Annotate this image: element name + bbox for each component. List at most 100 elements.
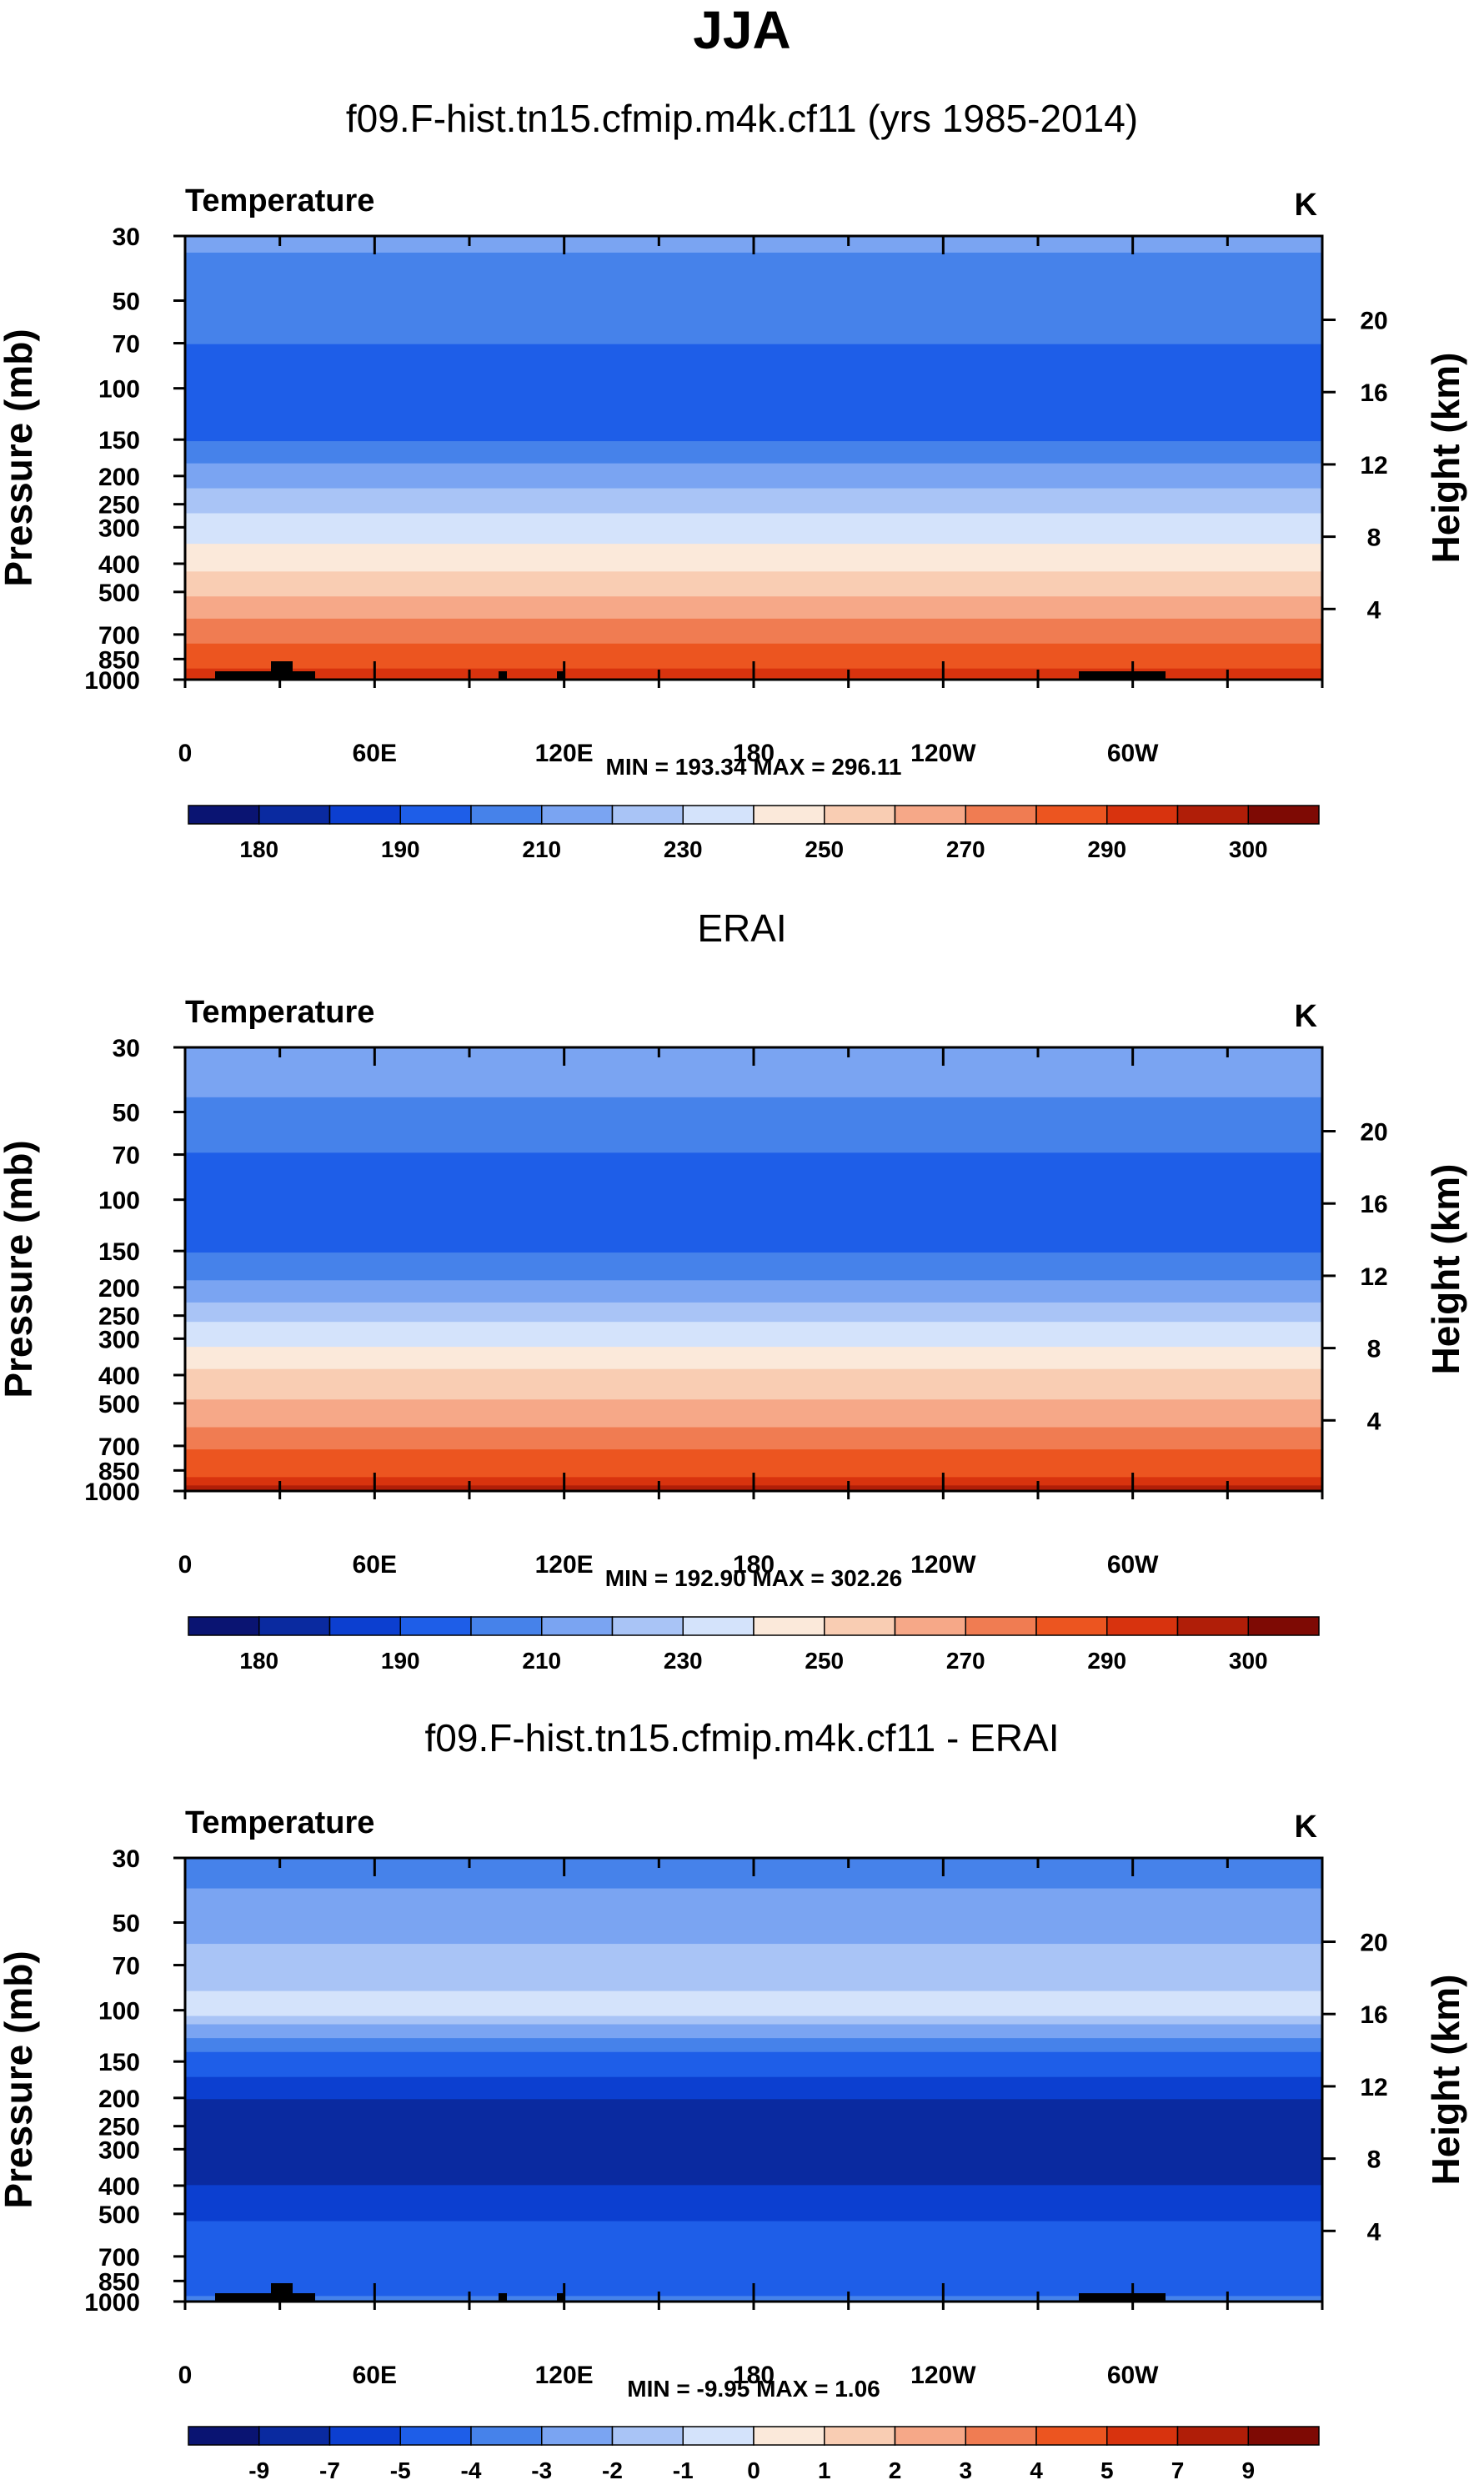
contour-band (185, 2185, 1322, 2222)
x-tick-label: 60E (353, 2362, 397, 2389)
contour-band (185, 2099, 1322, 2186)
y-tick-label: 70 (113, 1142, 140, 1170)
colorbar-box (1035, 1616, 1108, 1636)
contour-band (185, 544, 1322, 572)
colorbar-box (470, 1616, 543, 1636)
contour-band (185, 441, 1322, 464)
colorbar-label: 7 (1171, 2457, 1185, 2481)
y-axis-title: Pressure (mb) (0, 1140, 40, 1398)
x-tick-label: 180 (733, 2362, 775, 2389)
contour-field (185, 236, 1322, 680)
contour-band (185, 513, 1322, 545)
y-tick-label: 300 (98, 2136, 140, 2164)
terrain-block (499, 671, 507, 680)
height-tick-label: 12 (1360, 2074, 1387, 2101)
colorbar-label: 300 (1229, 1648, 1268, 1674)
colorbar-box (1106, 805, 1179, 825)
colorbar-box (258, 805, 331, 825)
min-max-label: MIN = -9.95 MAX = 1.06 (627, 2376, 880, 2402)
contour-band (185, 1944, 1322, 1992)
y-tick-label: 700 (98, 1433, 140, 1461)
x-tick-label: 0 (178, 740, 193, 767)
colorbar-box (258, 2426, 331, 2446)
figure-title: JJA (693, 0, 790, 60)
height-tick-label: 12 (1360, 1263, 1387, 1291)
units-label: K (1295, 999, 1318, 1034)
x-tick-label: 0 (178, 1551, 193, 1579)
colorbar-box (682, 805, 755, 825)
contour-band (185, 2016, 1322, 2026)
colorbar-label: -3 (531, 2457, 552, 2481)
contour-band (185, 1280, 1322, 1303)
x-tick-label: 120E (535, 2362, 594, 2389)
units-label: K (1295, 188, 1318, 223)
height-tick-label: 20 (1360, 1930, 1387, 1957)
y-tick-label: 200 (98, 1275, 140, 1303)
y-tick-label: 30 (113, 1845, 140, 1873)
height-tick-label: 4 (1367, 1408, 1381, 1435)
y-tick-label: 200 (98, 2086, 140, 2113)
colorbar-box (682, 1616, 755, 1636)
y-tick-label: 50 (113, 1910, 140, 1938)
y-tick-label: 300 (98, 1326, 140, 1353)
colorbar-box (753, 1616, 825, 1636)
y-tick-label: 250 (98, 1303, 140, 1331)
colorbar-label: 3 (959, 2457, 972, 2481)
y-tick-label: 30 (113, 1035, 140, 1062)
panel-title: ERAI (697, 906, 786, 950)
y-tick-label: 30 (113, 223, 140, 251)
colorbar-box (1176, 1616, 1249, 1636)
colorbar-label: 210 (522, 1648, 561, 1674)
contour-band (185, 1322, 1322, 1348)
contour-band (185, 2076, 1322, 2100)
colorbar-box (753, 2426, 825, 2446)
colorbar-box (894, 805, 966, 825)
height-tick-label: 16 (1360, 1191, 1387, 1218)
height-tick-label: 4 (1367, 596, 1381, 624)
y-tick-label: 70 (113, 1953, 140, 1980)
colorbar-label: 0 (747, 2457, 760, 2481)
colorbar-box (1176, 2426, 1249, 2446)
y-tick-label: 1000 (84, 667, 140, 695)
colorbar-box (188, 805, 260, 825)
x-tick-label: 0 (178, 2362, 193, 2389)
colorbar-box (894, 1616, 966, 1636)
min-max-label: MIN = 192.90 MAX = 302.26 (605, 1565, 902, 1591)
y-tick-label: 850 (98, 1458, 140, 1485)
contour-band (185, 596, 1322, 620)
colorbar-label: 230 (664, 1648, 703, 1674)
x-axis: 0 60E 120E 180 120W 60W (178, 236, 1324, 767)
colorbar-box (611, 805, 684, 825)
y-tick-label: 150 (98, 2049, 140, 2076)
colorbar-label: -7 (319, 2457, 340, 2481)
colorbar-box (258, 1616, 331, 1636)
y-tick-label: 100 (98, 1187, 140, 1215)
x-tick-label: 120W (910, 2362, 976, 2389)
colorbar-label: 210 (522, 836, 561, 862)
height-tick-label: 8 (1367, 1336, 1381, 1363)
colorbar-box (1035, 805, 1108, 825)
colorbar-box (1247, 1616, 1320, 1636)
y-tick-label: 70 (113, 331, 140, 359)
colorbar: 180 190 210 230 250 270 290 300 (188, 1616, 1320, 1674)
y-tick-label: 500 (98, 1391, 140, 1418)
colorbar-box (894, 2426, 966, 2446)
height-tick-label: 16 (1360, 379, 1387, 407)
y-tick-label: 400 (98, 2173, 140, 2201)
contour-field (185, 1047, 1322, 1492)
colorbar-box (328, 2426, 401, 2446)
y-tick-label: 500 (98, 2201, 140, 2229)
x-tick-label: 180 (733, 1551, 775, 1579)
y-tick-label: 200 (98, 464, 140, 491)
terrain-block (271, 2283, 293, 2302)
x-axis: 0 60E 120E 180 120W 60W (178, 1047, 1324, 1579)
colorbar-box (470, 805, 543, 825)
contour-band (185, 1888, 1322, 1945)
colorbar-box (682, 2426, 755, 2446)
panel-title: f09.F-hist.tn15.cfmip.m4k.cf11 (yrs 1985… (346, 97, 1138, 140)
contour-band (185, 1368, 1322, 1400)
colorbar: -9 -7 -5 -4 -3 -2 -1 0 1 2 3 4 5 7 9 (188, 2426, 1320, 2483)
colorbar-label: 5 (1100, 2457, 1114, 2481)
terrain-block (271, 661, 293, 680)
colorbar-box (399, 805, 472, 825)
